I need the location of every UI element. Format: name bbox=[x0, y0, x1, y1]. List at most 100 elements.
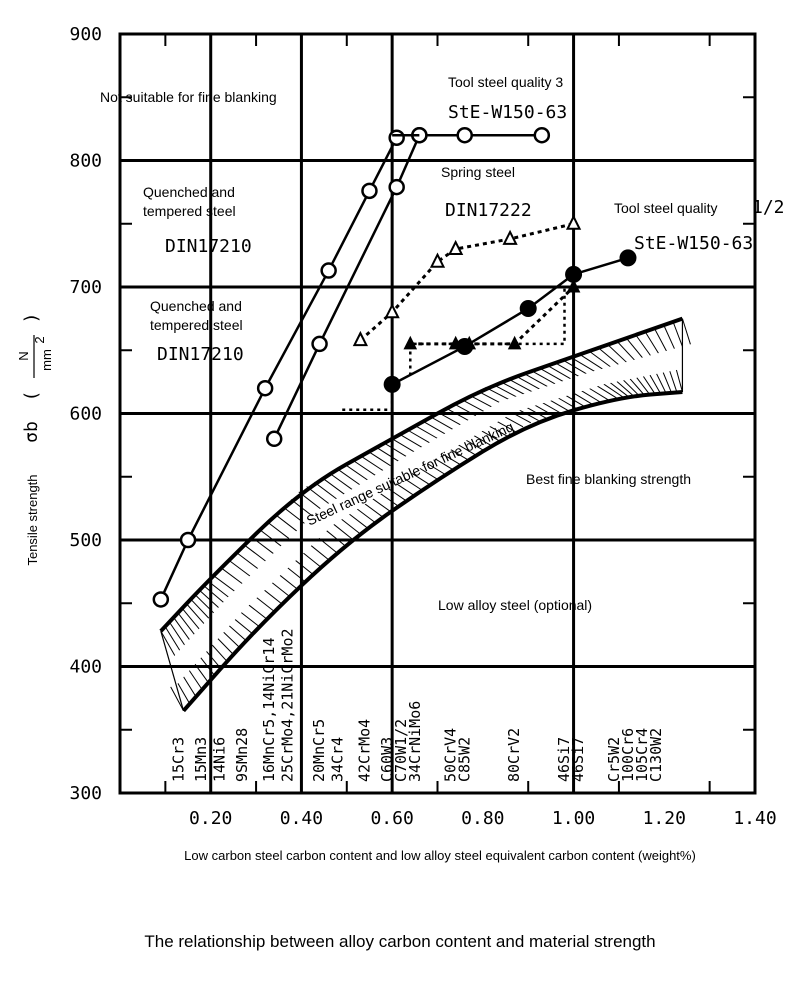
band-hatch-line bbox=[238, 610, 259, 627]
band-hatch-line bbox=[495, 420, 516, 433]
band-hatch-line bbox=[175, 680, 191, 704]
band-hatch-line bbox=[487, 424, 508, 437]
y-unit-paren: ( bbox=[21, 391, 42, 402]
series-line bbox=[391, 256, 629, 386]
annotation-spring-steel: Spring steel bbox=[441, 164, 515, 180]
series-line bbox=[273, 134, 421, 440]
y-tick-label: 900 bbox=[69, 24, 102, 45]
band-hatch-line bbox=[456, 443, 477, 456]
y-tick-label: 800 bbox=[69, 151, 102, 172]
y-unit-denominator: mm bbox=[39, 349, 54, 371]
y-tick-label: 500 bbox=[69, 530, 102, 551]
band-hatch-line bbox=[181, 674, 197, 697]
data-point-circle bbox=[311, 335, 328, 353]
band-hatch-line bbox=[580, 390, 602, 403]
band-hatch-line bbox=[164, 626, 183, 654]
band-hatch-line bbox=[386, 487, 407, 502]
band-hatch-line bbox=[636, 377, 651, 395]
band-hatch-line bbox=[339, 517, 361, 534]
band-hatch-line bbox=[464, 438, 485, 452]
steel-grade-label: 42CrMo4 bbox=[355, 719, 373, 782]
annotation-best-strength: Best fine blanking strength bbox=[526, 471, 691, 487]
band-hatch-line bbox=[173, 617, 193, 643]
steel-grade-label: 14Ni6 bbox=[210, 737, 228, 782]
data-point-circle bbox=[533, 126, 551, 144]
band-hatch-line bbox=[407, 429, 432, 445]
annotation-ste-w150-63-a: StE-W150-63 bbox=[448, 102, 567, 123]
band-hatch-line bbox=[433, 457, 454, 471]
data-point-circle bbox=[388, 129, 405, 146]
band-hatch-line bbox=[181, 607, 202, 633]
y-tick-label: 700 bbox=[69, 277, 102, 298]
band-hatch-line bbox=[492, 384, 518, 398]
band-hatch-line bbox=[376, 447, 401, 463]
band-hatch-line bbox=[409, 471, 430, 486]
annotation-quenched-1: Quenched and bbox=[143, 184, 235, 200]
band-ribbon bbox=[169, 346, 683, 686]
band-hatch-line bbox=[503, 415, 524, 428]
data-point-circle bbox=[265, 430, 283, 448]
band-hatch-line bbox=[324, 528, 345, 546]
band-hatch-line bbox=[675, 369, 683, 393]
band-hatch-line bbox=[653, 328, 667, 352]
annotation-quenched-2: Quenched and bbox=[150, 298, 242, 314]
band-hatch-line bbox=[596, 385, 617, 399]
band-hatch-line bbox=[226, 623, 247, 641]
band-hatch-line bbox=[616, 341, 636, 361]
band-hatch-line bbox=[663, 324, 675, 350]
y-unit-exponent: 2 bbox=[32, 336, 47, 343]
band-hatch-line bbox=[262, 588, 283, 605]
band-hatch-line bbox=[352, 460, 378, 477]
band-hatch-line bbox=[290, 499, 316, 519]
annotation-din17210-1: DIN17210 bbox=[165, 236, 252, 257]
y-tick-label: 600 bbox=[69, 404, 102, 425]
band-hatch-line bbox=[635, 334, 651, 356]
data-point-triangle bbox=[352, 330, 369, 347]
x-tick-label: 0.20 bbox=[189, 808, 232, 829]
band-hatch-line bbox=[355, 507, 376, 524]
data-point-circle bbox=[388, 178, 405, 196]
band-hatch-line bbox=[329, 473, 355, 492]
band-hatch-line bbox=[479, 429, 500, 442]
band-hatch-line bbox=[472, 434, 493, 447]
band-hatch-line bbox=[500, 381, 526, 396]
band-hatch-line bbox=[508, 378, 533, 393]
fine-blanking-band bbox=[159, 316, 691, 713]
annotation-quality-12: 1/2 bbox=[752, 197, 785, 218]
annotation-low-alloy: Low alloy steel (optional) bbox=[438, 597, 592, 613]
series-line bbox=[159, 137, 398, 600]
steel-grade-label: 15Cr3 bbox=[170, 737, 188, 782]
dotted-connector bbox=[409, 287, 566, 376]
grid bbox=[118, 32, 757, 795]
steel-grade-label: 16MnCr5,14NiCr14 bbox=[260, 638, 278, 783]
band-hatch-line bbox=[579, 353, 604, 370]
band-hatch-line bbox=[524, 373, 549, 388]
data-point-circle bbox=[320, 262, 337, 279]
x-tick-label: 0.80 bbox=[461, 808, 504, 829]
band-hatch-line bbox=[469, 394, 495, 409]
chart-caption: The relationship between alloy carbon co… bbox=[144, 932, 656, 951]
band-hatch-line bbox=[203, 585, 227, 606]
band-upper-edge bbox=[159, 316, 684, 633]
series-group bbox=[152, 126, 637, 608]
band-hatch-line bbox=[345, 464, 370, 482]
band-hatch-line bbox=[549, 399, 570, 412]
band-hatch-line bbox=[293, 558, 314, 575]
band-hatch-line bbox=[672, 321, 683, 347]
band-hatch-line bbox=[542, 402, 563, 415]
band-hatch-line bbox=[394, 482, 415, 496]
band-hatch-line bbox=[277, 573, 298, 590]
steel-grade-label: 34Cr4 bbox=[328, 737, 346, 782]
data-point-circle bbox=[152, 591, 170, 608]
band-hatch-line bbox=[363, 502, 384, 518]
x-tick-label: 0.40 bbox=[280, 808, 323, 829]
annotation-tempered-1: tempered steel bbox=[143, 203, 236, 219]
band-hatch-line bbox=[626, 337, 643, 359]
band-hatch-line bbox=[644, 331, 659, 354]
annotation-tool-steel-3: Tool steel quality 3 bbox=[448, 74, 563, 90]
y-axis-label: Tensile strength bbox=[25, 474, 40, 565]
x-tick-label: 1.40 bbox=[733, 808, 776, 829]
band-hatch-line bbox=[539, 367, 564, 383]
annotation-din17210-2: DIN17210 bbox=[157, 344, 244, 365]
y-tick-label: 300 bbox=[69, 783, 102, 804]
